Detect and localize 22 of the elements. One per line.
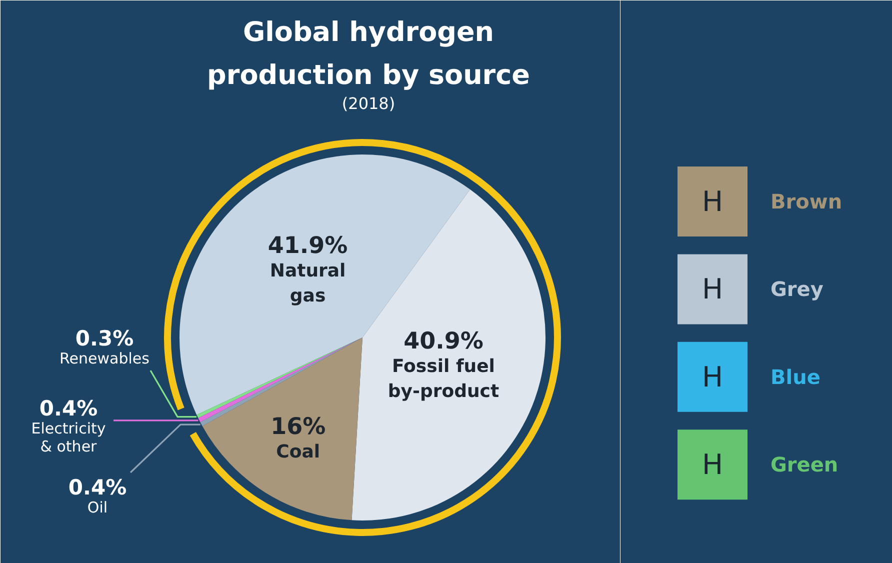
legend-label: Green <box>770 452 838 477</box>
legend-label: Grey <box>770 277 824 302</box>
data-label: 16% <box>270 414 326 440</box>
chart-subtitle: (2018) <box>342 94 396 113</box>
chart-title: Global hydrogen production by source <box>207 17 530 91</box>
legend-label: Brown <box>770 190 842 214</box>
text: H <box>702 272 724 306</box>
data-label: 0.4% <box>68 476 127 500</box>
slice-label: Natural gas <box>270 260 346 307</box>
slice-label: Coal <box>276 442 320 463</box>
text: H <box>702 185 724 218</box>
data-label: 41.9% <box>268 233 348 260</box>
data-label: 0.4% <box>39 396 98 420</box>
data-label: 40.9% <box>404 328 484 354</box>
slice-label: Electricity & other <box>31 420 106 456</box>
legend-label: Blue <box>770 364 820 389</box>
slice-label: Oil <box>87 498 108 516</box>
slice-label: Renewables <box>60 350 150 368</box>
slice-label: Fossil fuel by-product <box>388 356 500 402</box>
text: H <box>702 360 724 394</box>
text: H <box>702 448 724 482</box>
data-label: 0.3% <box>75 326 134 350</box>
